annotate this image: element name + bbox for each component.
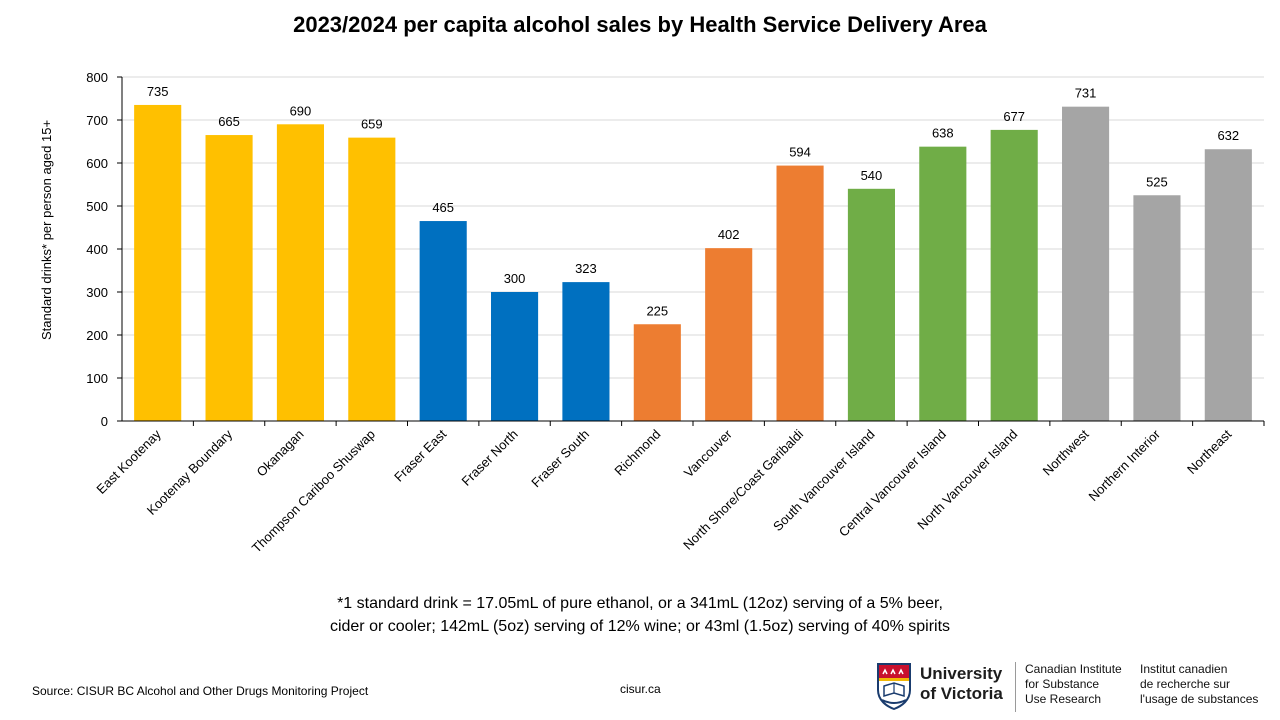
bar [134, 104, 182, 421]
y-tick-label: 0 [101, 414, 108, 429]
university-name-line-1: University [920, 664, 1003, 683]
y-tick-label: 400 [86, 242, 108, 257]
institute-en-line-3: Use Research [1025, 692, 1102, 706]
bar [847, 188, 895, 421]
data-label: 594 [789, 145, 811, 160]
y-tick-label: 800 [86, 70, 108, 85]
bars [134, 104, 1252, 422]
y-tick-label: 600 [86, 156, 108, 171]
footnote-line-1: *1 standard drink = 17.05mL of pure etha… [337, 595, 943, 612]
data-label: 540 [861, 168, 883, 183]
institute-fr-line-1: Institut canadien [1140, 662, 1228, 676]
bar [633, 324, 681, 421]
y-tick-label: 700 [86, 113, 108, 128]
crest-icon [877, 663, 911, 710]
x-tick-label: Fraser East [391, 426, 449, 484]
data-label: 300 [504, 271, 526, 286]
x-tick-label: Vancouver [681, 426, 735, 480]
x-tick-label: East Kootenay [93, 426, 164, 497]
bar-chart: 0 100 200 300 400 500 600 700 800 735 665 690 659 46… [39, 70, 1265, 556]
website-link[interactable]: cisur.ca [620, 682, 661, 696]
x-tick-label: Fraser South [528, 427, 592, 491]
y-tick-label: 100 [86, 371, 108, 386]
bar [348, 137, 396, 421]
footnote-line-2: cider or cooler; 142mL (5oz) serving of … [329, 618, 951, 635]
university-name-line-2: of Victoria [920, 684, 1003, 703]
data-label: 677 [1003, 109, 1025, 124]
data-label: 690 [290, 103, 312, 118]
bar [205, 135, 253, 422]
university-name: University of Victoria [920, 664, 1003, 704]
data-label: 735 [147, 84, 169, 99]
data-label: 659 [361, 117, 383, 132]
data-label: 665 [218, 114, 240, 129]
institute-en-line-1: Canadian Institute [1025, 662, 1122, 676]
data-label: 632 [1217, 128, 1239, 143]
institute-fr-line-2: de recherche sur [1140, 677, 1231, 691]
institute-name-fr: Institut canadien de recherche sur l'usa… [1140, 662, 1258, 707]
data-label: 731 [1075, 86, 1097, 101]
bar [776, 165, 824, 421]
logo-divider [1015, 662, 1016, 712]
data-label: 638 [932, 126, 954, 141]
institute-fr-line-3: l'usage de substances [1140, 692, 1259, 706]
bar [705, 248, 753, 421]
chart-title: 2023/2024 per capita alcohol sales by He… [293, 12, 987, 37]
bar [919, 146, 967, 421]
footnote: *1 standard drink = 17.05mL of pure etha… [0, 592, 1280, 638]
bar [419, 221, 467, 421]
bar [1133, 195, 1181, 421]
bar [990, 129, 1038, 421]
data-label: 525 [1146, 174, 1168, 189]
y-axis-label: Standard drinks* per person aged 15+ [39, 120, 54, 340]
bar [276, 124, 324, 422]
bar [562, 282, 610, 421]
bar [1204, 149, 1252, 422]
institute-name-en: Canadian Institute for Substance Use Res… [1025, 662, 1122, 707]
institute-en-line-2: for Substance [1025, 677, 1100, 691]
data-label: 323 [575, 261, 597, 276]
data-label: 225 [646, 303, 668, 318]
y-tick-label: 500 [86, 199, 108, 214]
y-axis: 0 100 200 300 400 500 600 700 800 [86, 70, 123, 429]
x-tick-label: Thompson Cariboo Shuswap [249, 427, 378, 556]
x-tick-label: Fraser North [458, 427, 520, 489]
bar [491, 292, 539, 421]
source-note: Source: CISUR BC Alcohol and Other Drugs… [32, 684, 369, 698]
y-tick-label: 200 [86, 328, 108, 343]
data-label: 402 [718, 227, 740, 242]
bar [1062, 106, 1110, 422]
x-tick-label: Northwest [1040, 426, 1092, 478]
x-tick-label: Northeast [1184, 426, 1235, 477]
y-tick-label: 300 [86, 285, 108, 300]
x-tick-label: Okanagan [254, 427, 307, 480]
x-tick-label: Northern Interior [1086, 426, 1164, 504]
university-logo: University of Victoria Canadian Institut… [876, 660, 1276, 716]
x-tick-label: North Shore/Coast Garibaldi [680, 426, 806, 552]
data-labels: 735 665 690 659 465 300 323 225 402 594 540 638 677 7… [147, 84, 1239, 318]
x-tick-label: Richmond [611, 427, 663, 479]
data-label: 465 [432, 200, 454, 215]
